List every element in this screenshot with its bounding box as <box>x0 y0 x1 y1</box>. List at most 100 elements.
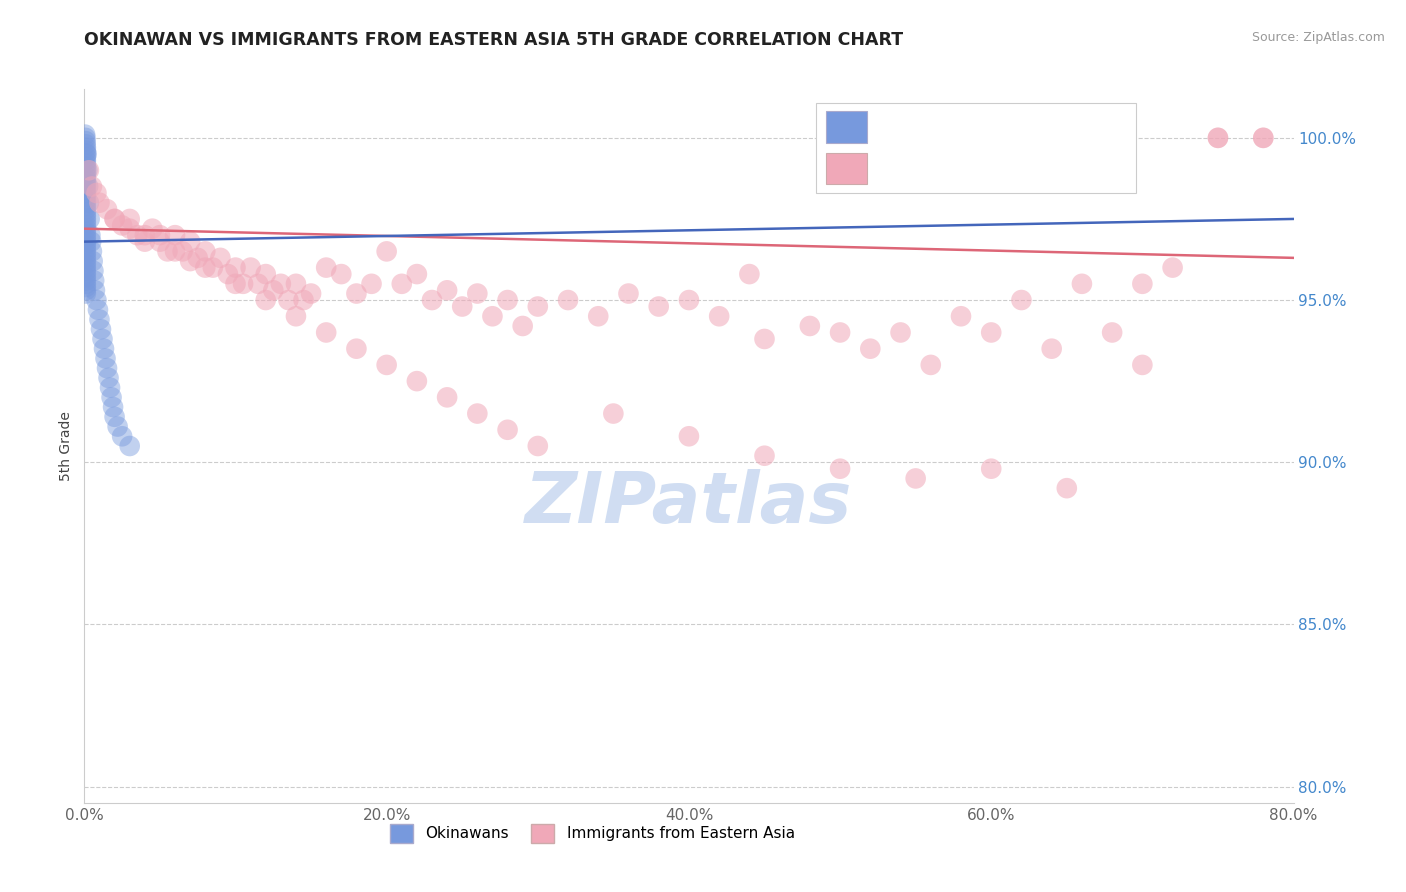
Point <box>1011 293 1033 307</box>
Point <box>91 332 114 346</box>
Point <box>315 260 337 275</box>
Point <box>285 310 308 324</box>
Point <box>75 179 97 194</box>
Point <box>75 286 97 301</box>
Point <box>75 235 97 249</box>
Point <box>254 267 277 281</box>
Point <box>360 277 382 291</box>
Point <box>76 163 98 178</box>
Point <box>527 300 550 314</box>
Point <box>187 251 209 265</box>
Point <box>436 283 458 297</box>
Point <box>75 215 97 229</box>
Text: Source: ZipAtlas.com: Source: ZipAtlas.com <box>1251 31 1385 45</box>
Point <box>127 228 149 243</box>
Point <box>602 407 624 421</box>
Point <box>1040 342 1063 356</box>
Point <box>75 225 97 239</box>
Point <box>83 274 105 288</box>
Legend: Okinawans, Immigrants from Eastern Asia: Okinawans, Immigrants from Eastern Asia <box>384 818 801 848</box>
Point <box>75 211 97 226</box>
Point <box>118 439 141 453</box>
Point <box>101 400 124 414</box>
Point <box>75 264 97 278</box>
Point <box>1132 277 1154 291</box>
Point <box>75 221 97 235</box>
Point <box>75 251 97 265</box>
Point <box>346 342 368 356</box>
Point <box>830 461 852 475</box>
Point <box>87 302 110 317</box>
Point <box>375 358 398 372</box>
Point <box>75 283 97 297</box>
Point <box>96 202 118 217</box>
Point <box>104 211 127 226</box>
Point <box>648 300 671 314</box>
Point <box>420 293 443 307</box>
Point <box>292 293 315 307</box>
Point <box>75 176 97 190</box>
Point <box>232 277 254 291</box>
Point <box>512 318 534 333</box>
Point <box>89 312 111 326</box>
Point <box>557 293 579 307</box>
Point <box>90 322 112 336</box>
Point <box>94 351 117 366</box>
Point <box>86 186 108 200</box>
Point <box>179 235 201 249</box>
Point <box>75 205 97 219</box>
Point <box>496 423 519 437</box>
Point <box>98 381 121 395</box>
Point <box>1101 326 1123 340</box>
Point <box>1253 131 1275 145</box>
Point <box>75 163 97 178</box>
Point <box>80 179 103 194</box>
Point <box>134 228 156 243</box>
Point <box>254 293 277 307</box>
Point <box>75 270 97 285</box>
Point <box>82 264 104 278</box>
Point <box>75 128 97 142</box>
Point <box>156 244 179 259</box>
Point <box>118 211 141 226</box>
Point <box>346 286 368 301</box>
Point <box>1071 277 1094 291</box>
Point <box>709 310 731 324</box>
Point <box>75 183 97 197</box>
Point <box>315 326 337 340</box>
Point <box>149 228 172 243</box>
Text: ZIPatlas: ZIPatlas <box>526 468 852 538</box>
Point <box>79 228 101 243</box>
Point <box>75 150 97 164</box>
Point <box>201 260 224 275</box>
Point <box>617 286 640 301</box>
Point <box>194 244 217 259</box>
Point <box>149 235 172 249</box>
Point <box>980 461 1002 475</box>
Point <box>754 332 776 346</box>
Point <box>225 277 247 291</box>
Point <box>179 254 201 268</box>
Point <box>75 247 97 261</box>
Point <box>436 390 458 404</box>
Point <box>247 277 270 291</box>
Point <box>100 390 122 404</box>
Point <box>1056 481 1078 495</box>
Point <box>75 169 97 184</box>
Point <box>217 267 239 281</box>
Point <box>330 267 353 281</box>
Point <box>194 260 217 275</box>
Point <box>1132 358 1154 372</box>
Point <box>80 244 103 259</box>
Point <box>84 283 107 297</box>
Point <box>97 371 120 385</box>
Point <box>890 326 912 340</box>
Point <box>75 199 97 213</box>
Point <box>107 419 129 434</box>
Point <box>75 193 97 207</box>
Point <box>75 241 97 255</box>
Point <box>451 300 474 314</box>
Point <box>754 449 776 463</box>
Point <box>950 310 973 324</box>
Point <box>75 257 97 271</box>
